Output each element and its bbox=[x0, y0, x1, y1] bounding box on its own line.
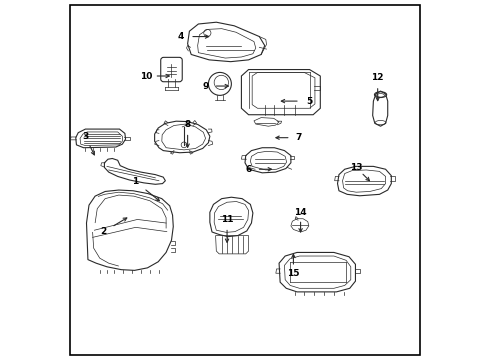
Text: 14: 14 bbox=[294, 208, 307, 217]
Text: 11: 11 bbox=[221, 215, 233, 224]
Text: 13: 13 bbox=[350, 163, 363, 172]
Text: 12: 12 bbox=[371, 73, 384, 82]
Text: 3: 3 bbox=[82, 132, 89, 141]
Text: 15: 15 bbox=[287, 269, 300, 278]
Circle shape bbox=[181, 142, 187, 148]
Text: 9: 9 bbox=[202, 82, 209, 91]
Text: 8: 8 bbox=[185, 120, 191, 129]
Text: 4: 4 bbox=[177, 32, 184, 41]
Text: 1: 1 bbox=[132, 177, 139, 186]
Text: 10: 10 bbox=[140, 72, 152, 81]
Text: 2: 2 bbox=[100, 228, 106, 237]
Text: 7: 7 bbox=[295, 133, 302, 142]
Text: 6: 6 bbox=[245, 165, 252, 174]
Text: 5: 5 bbox=[306, 96, 313, 105]
